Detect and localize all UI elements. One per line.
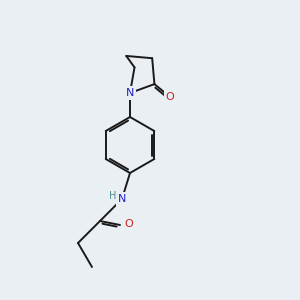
Text: O: O <box>166 92 174 102</box>
Text: O: O <box>124 219 134 229</box>
Text: H: H <box>109 191 117 201</box>
Text: N: N <box>126 88 134 98</box>
Text: N: N <box>118 194 126 204</box>
